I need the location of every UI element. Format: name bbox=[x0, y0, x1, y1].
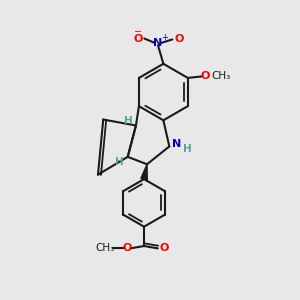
Text: H: H bbox=[183, 144, 191, 154]
Text: O: O bbox=[160, 243, 169, 254]
Text: O: O bbox=[200, 71, 210, 81]
Text: +: + bbox=[161, 33, 168, 42]
Text: O: O bbox=[133, 34, 142, 44]
Text: CH₃: CH₃ bbox=[96, 243, 115, 254]
Text: O: O bbox=[122, 243, 131, 254]
Text: N: N bbox=[172, 139, 182, 149]
Text: −: − bbox=[134, 27, 142, 37]
Text: O: O bbox=[174, 34, 184, 44]
Polygon shape bbox=[141, 164, 147, 180]
Text: CH₃: CH₃ bbox=[212, 71, 231, 81]
Text: H: H bbox=[124, 116, 133, 126]
Text: N: N bbox=[153, 38, 163, 48]
Text: H: H bbox=[115, 157, 124, 167]
